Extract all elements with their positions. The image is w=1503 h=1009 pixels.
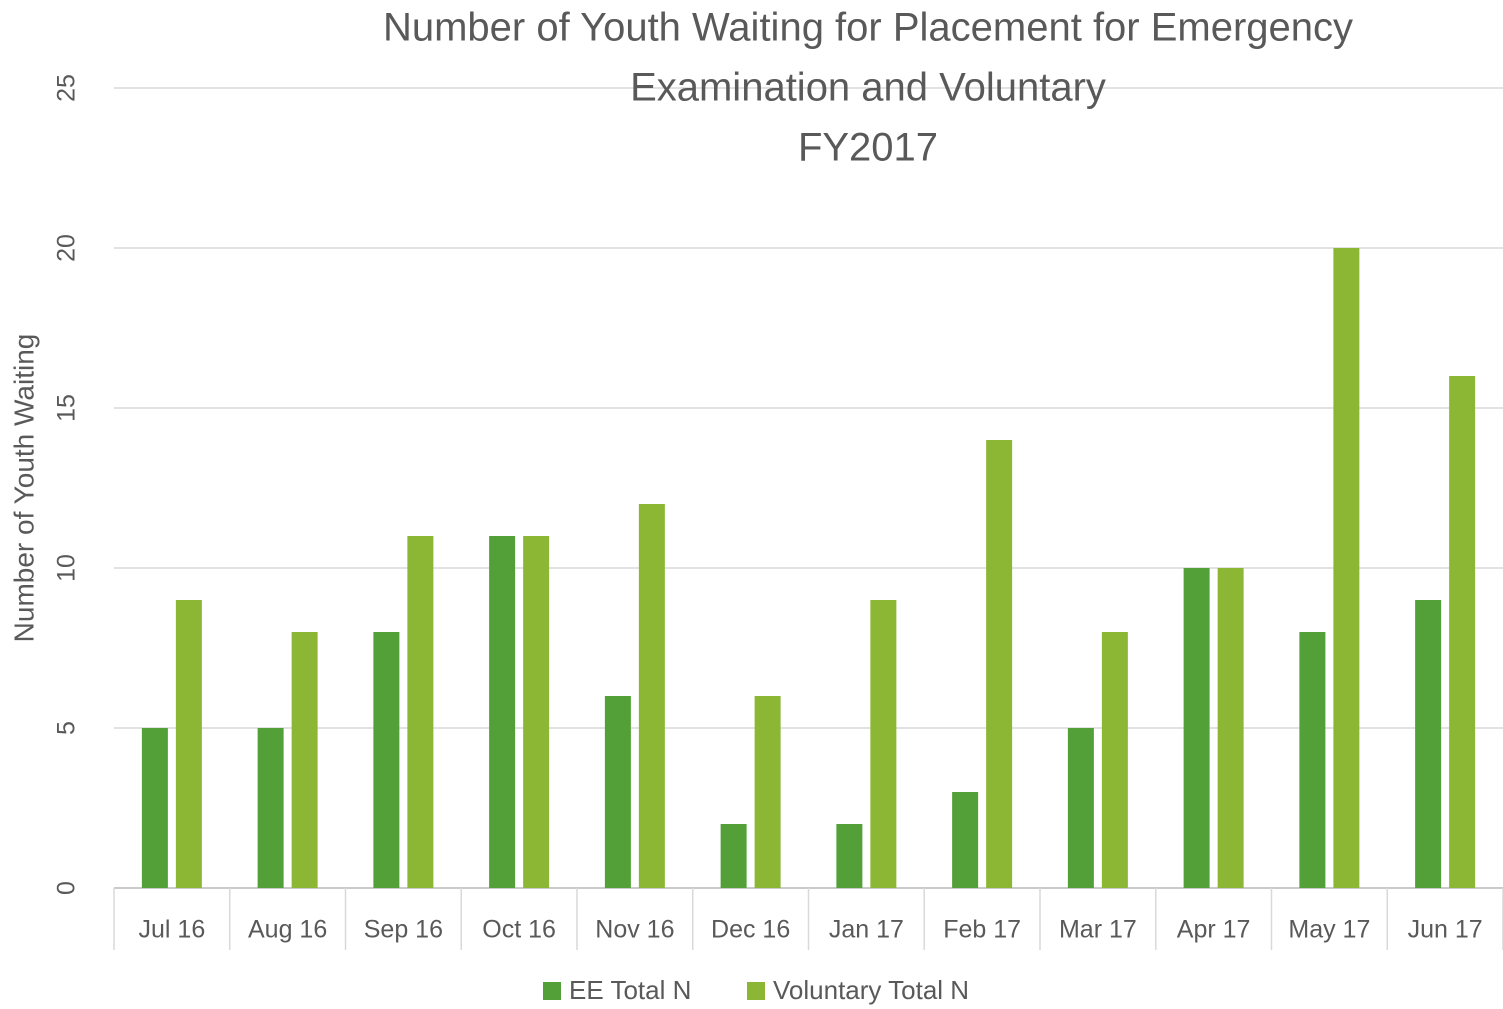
y-tick-label: 5 [53, 721, 81, 735]
x-tick-label: Nov 16 [595, 916, 674, 944]
bar [1415, 600, 1442, 888]
x-tick-label: Sep 16 [364, 916, 443, 944]
bar [1333, 248, 1360, 888]
chart-title: Number of Youth Waiting for Placement fo… [383, 6, 1353, 50]
bar [638, 504, 665, 888]
bar [407, 536, 434, 888]
bar [754, 696, 781, 888]
bar [1299, 632, 1326, 888]
bar [986, 440, 1013, 888]
bar [373, 632, 400, 888]
bar [141, 728, 168, 888]
legend-label: Voluntary Total N [773, 975, 969, 1005]
x-tick-label: Apr 17 [1177, 916, 1251, 944]
y-tick-label: 10 [53, 554, 81, 582]
bar [1183, 568, 1210, 888]
bar [604, 696, 631, 888]
bar [870, 600, 897, 888]
x-tick-label: Jun 17 [1408, 916, 1483, 944]
y-axis-label: Number of Youth Waiting [8, 334, 39, 643]
y-tick-label: 0 [53, 881, 81, 895]
y-tick-label: 25 [53, 74, 81, 102]
x-tick-label: Dec 16 [711, 916, 790, 944]
bar [1067, 728, 1094, 888]
x-tick-label: Feb 17 [943, 916, 1021, 944]
x-tick-label: Aug 16 [248, 916, 327, 944]
bar [489, 536, 516, 888]
x-tick-label: Oct 16 [482, 916, 556, 944]
bar [175, 600, 202, 888]
x-tick-label: Mar 17 [1059, 916, 1137, 944]
legend-label: EE Total N [569, 975, 691, 1005]
bar [720, 824, 747, 888]
x-tick-label: Jul 16 [139, 916, 206, 944]
bar [1217, 568, 1244, 888]
y-tick-label: 20 [53, 234, 81, 262]
chart-title: FY2017 [798, 126, 938, 170]
legend-swatch [747, 982, 765, 1000]
bar [1449, 376, 1476, 888]
bar [952, 792, 979, 888]
chart-title: Examination and Voluntary [630, 66, 1106, 110]
y-tick-label: 15 [53, 394, 81, 422]
bar [523, 536, 550, 888]
bar [291, 632, 318, 888]
bar [257, 728, 284, 888]
bar [836, 824, 863, 888]
legend-swatch [543, 982, 561, 1000]
x-tick-label: May 17 [1288, 916, 1370, 944]
bar [1101, 632, 1128, 888]
x-tick-label: Jan 17 [829, 916, 904, 944]
